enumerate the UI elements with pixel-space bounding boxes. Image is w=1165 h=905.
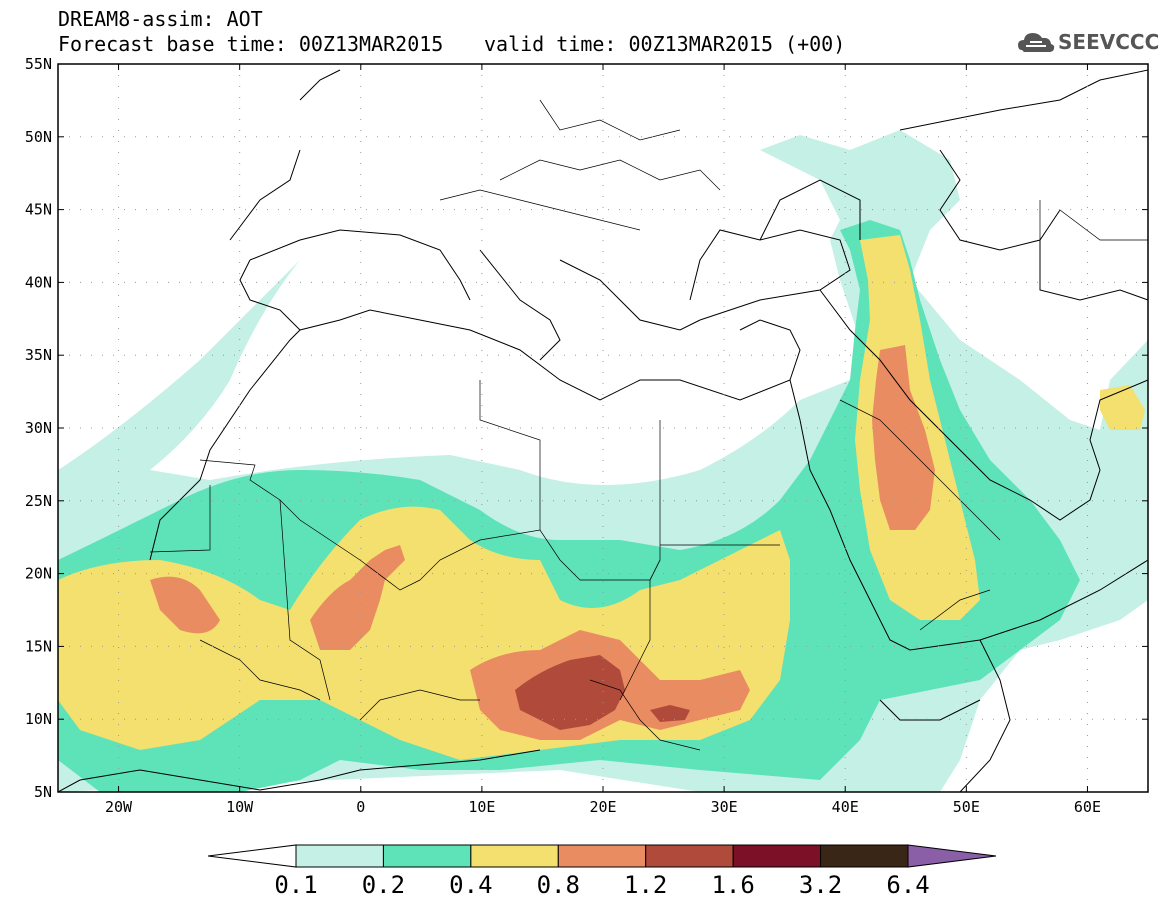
colorbar-label: 0.8 (537, 871, 580, 899)
colorbar-extend-low (207, 844, 297, 868)
colorbar-extend-high (907, 844, 997, 868)
lon-label: 10W (226, 798, 254, 816)
lat-label: 35N (25, 346, 52, 364)
lon-label: 40E (832, 798, 859, 816)
colorbar-swatch (470, 844, 559, 868)
logo-text: SEEVCCC (1058, 30, 1160, 54)
aot-band-0.4-gulf (1100, 385, 1145, 430)
colorbar-swatch (557, 844, 647, 868)
map-title: DREAM8-assim: AOT (58, 7, 263, 31)
lat-label: 40N (25, 273, 52, 291)
colorbar-label: 0.4 (449, 871, 492, 899)
lon-label: 10E (468, 798, 495, 816)
forecast-base-time: Forecast base time: 00Z13MAR2015 (58, 32, 444, 56)
lon-axis: 20W 10W 0 10E 20E 30E 40E 50E 60E (105, 64, 1101, 816)
colorbar-swatch (382, 844, 472, 868)
colorbar-label: 0.2 (362, 871, 405, 899)
colorbar-label: 1.2 (624, 871, 667, 899)
lat-label: 30N (25, 419, 52, 437)
aot-fields (58, 69, 1148, 792)
lon-label: 20W (105, 798, 133, 816)
colorbar-swatch (820, 844, 909, 868)
lat-axis: 55N 50N 45N 40N 35N 30N 25N 20N 15N 10N 5N (25, 55, 1148, 801)
colorbar-swatch (645, 844, 734, 868)
lat-label: 5N (34, 783, 52, 801)
lat-label: 45N (25, 201, 52, 219)
aot-colorbar: 0.1 0.2 0.4 0.8 1.2 1.6 3.2 6.4 (207, 844, 997, 899)
colorbar-label: 1.6 (711, 871, 754, 899)
lon-label: 20E (589, 798, 616, 816)
cloud-logo-icon (1018, 33, 1055, 52)
valid-time: valid time: 00Z13MAR2015 (+00) (484, 32, 846, 56)
lat-label: 50N (25, 128, 52, 146)
lat-label: 25N (25, 492, 52, 510)
lat-label: 10N (25, 710, 52, 728)
colorbar-label: 0.1 (274, 871, 317, 899)
lon-label: 0 (356, 798, 365, 816)
lat-label: 20N (25, 565, 52, 583)
lat-lon-grid (58, 64, 1148, 792)
aot-band-0.8 (150, 345, 935, 740)
colorbar-label: 6.4 (886, 871, 929, 899)
lat-label: 55N (25, 55, 52, 73)
lon-label: 50E (953, 798, 980, 816)
country-borders (149, 99, 1148, 751)
colorbar-swatch (295, 844, 384, 868)
lat-label: 15N (25, 637, 52, 655)
aot-band-1.2 (515, 655, 690, 730)
colorbar-label: 3.2 (799, 871, 842, 899)
colorbar-swatch (732, 844, 822, 868)
lon-label: 30E (711, 798, 738, 816)
lon-label: 60E (1074, 798, 1101, 816)
